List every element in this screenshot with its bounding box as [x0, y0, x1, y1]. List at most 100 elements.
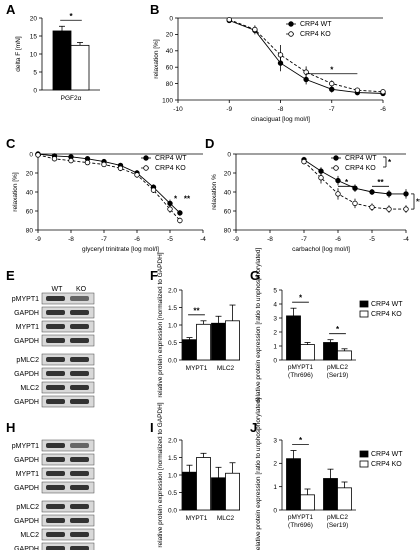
blot-band: [70, 296, 89, 301]
blot-band: [70, 385, 89, 390]
x-tick-label-J: pMLC2: [327, 514, 348, 521]
x-axis-label-C: glyceryl trinitrate [log mol/l]: [82, 246, 159, 253]
x-tick-label-I: MLC2: [217, 515, 235, 522]
data-point-C: [68, 157, 74, 164]
blot-band: [46, 532, 65, 537]
blot-band: [46, 385, 65, 390]
data-point-C: [167, 200, 173, 207]
panel-label-e: E: [6, 268, 15, 283]
y-tick-label-F: 1.0: [168, 322, 177, 329]
y-tick-label-C: 80: [26, 227, 34, 234]
bar-J: [323, 478, 338, 511]
y-tick-label-B: 0: [169, 15, 173, 22]
blot-row-label: GAPDH: [14, 546, 39, 550]
legend-marker-D: [333, 165, 339, 171]
significance-label-F: **: [193, 306, 200, 315]
y-tick-label-J: 1: [273, 484, 277, 491]
blot-band: [46, 485, 65, 490]
blot-row-label: GAPDH: [14, 518, 39, 525]
y-tick-label-C: 20: [26, 170, 34, 177]
x-tick-label-D: -7: [301, 236, 307, 243]
x-tick-label-J: (Thr696): [288, 522, 313, 529]
y-tick-label-A: 20: [30, 15, 38, 22]
panel-label-b: B: [150, 2, 159, 17]
data-point-C: [101, 161, 107, 168]
blot-lane-strip: [41, 467, 95, 480]
data-point-C: [177, 210, 183, 216]
data-point-B: [252, 26, 258, 33]
data-point-D: [352, 200, 358, 207]
blot-band: [46, 296, 65, 301]
y-tick-label-A: 5: [33, 69, 37, 76]
y-axis-label-C: relaxation [%]: [12, 172, 19, 212]
blot-band: [70, 324, 89, 329]
legend-label-B: CRP4 KO: [300, 31, 331, 38]
x-tick-label-D: -6: [335, 236, 341, 243]
bar-I: [225, 472, 240, 511]
blot-band: [46, 357, 65, 362]
blot-row-label: GAPDH: [14, 457, 39, 464]
legend-label-G: CRP4 KO: [371, 311, 402, 318]
y-axis-label-F: relative protein expression [normalized …: [157, 252, 164, 397]
y-tick-label-B: 40: [166, 48, 174, 55]
y-tick-label-G: 0: [273, 357, 277, 364]
significance-label-G: *: [336, 325, 340, 334]
y-tick-label-J: 3: [273, 437, 277, 444]
bar-A: [70, 44, 90, 91]
data-point-B: [329, 86, 335, 93]
legend-marker-C: [143, 155, 149, 161]
legend-label-D: CRP4 KO: [345, 165, 376, 172]
y-tick-label-A: 0: [33, 87, 37, 94]
blot-band: [70, 504, 89, 509]
blot-band: [46, 504, 65, 509]
legend-marker-B: [288, 31, 294, 37]
blot-lane-strip: [41, 528, 95, 541]
blot-band: [70, 399, 89, 404]
panel-label-f: F: [150, 268, 158, 283]
y-tick-label-I: 1.5: [168, 455, 177, 462]
data-point-C: [150, 187, 157, 193]
blot-band: [70, 518, 89, 523]
legend-label-C: CRP4 WT: [155, 155, 187, 162]
bar-F: [196, 323, 211, 361]
blot-row-label: MLC2: [20, 385, 39, 392]
data-point-C: [84, 159, 91, 166]
data-point-B: [303, 69, 309, 75]
x-tick-label-J: pMYPT1: [288, 514, 314, 521]
blot-band: [46, 399, 65, 404]
y-tick-label-D: 80: [224, 227, 232, 234]
blot-lane-strip: [41, 453, 95, 466]
legend-marker-C: [143, 165, 149, 171]
blot-lane-strip: [41, 334, 95, 347]
blot-lane-strip: [41, 500, 95, 513]
x-tick-label-F: MLC2: [217, 365, 235, 372]
y-tick-label-F: 2.0: [168, 287, 177, 294]
blot-band: [46, 457, 65, 462]
x-tick-label-D: -5: [369, 236, 375, 243]
blot-lane-strip: [41, 439, 95, 452]
y-tick-label-I: 0.0: [168, 507, 177, 514]
blot-column-label: WT: [52, 286, 64, 293]
data-point-D: [335, 177, 341, 184]
bar-I: [196, 457, 211, 511]
significance-label-D: **: [377, 178, 384, 187]
data-point-B: [354, 87, 361, 93]
blot-band: [70, 532, 89, 537]
legend-swatch-J: [359, 460, 369, 468]
data-point-D: [403, 206, 409, 212]
blot-lane-strip: [41, 542, 95, 550]
blot-band: [46, 324, 65, 329]
blot-band: [70, 310, 89, 315]
significance-label-D: **: [416, 198, 420, 207]
series-line-C: [37, 154, 181, 221]
x-tick-label-G: pMLC2: [327, 364, 348, 371]
bar-G: [286, 315, 301, 361]
blot-row-label: GAPDH: [14, 338, 39, 345]
x-tick-label-I: MYPT1: [186, 515, 208, 522]
blot-band: [46, 443, 65, 448]
x-tick-label-J: (Ser19): [327, 522, 349, 529]
y-tick-label-D: 60: [224, 208, 232, 215]
data-point-D: [318, 175, 324, 181]
y-tick-label-B: 100: [162, 97, 173, 104]
